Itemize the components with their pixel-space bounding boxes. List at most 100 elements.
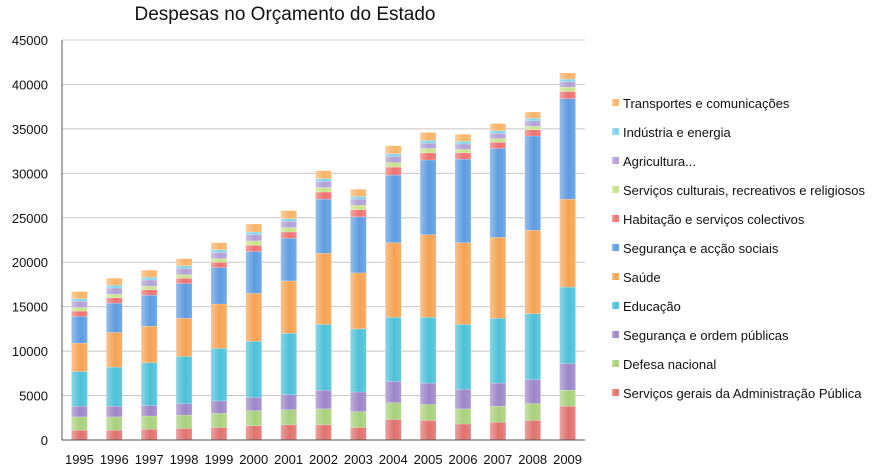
bar-segment: [489, 421, 507, 441]
bar-segment: [350, 427, 367, 441]
bar-segment: [559, 198, 576, 288]
bar-segment: [384, 242, 402, 318]
y-tick-label: 45000: [12, 33, 48, 48]
bar-segment: [454, 408, 472, 425]
y-tick-label: 40000: [12, 77, 48, 92]
bar-segment: [245, 245, 263, 252]
bar-segment: [245, 341, 263, 398]
bar-segment: [175, 414, 193, 429]
bar-segment: [245, 251, 263, 294]
x-tick-label: 2003: [344, 452, 373, 467]
bar-segment: [210, 258, 228, 263]
bar-segment: [245, 397, 263, 411]
bar-segment: [245, 240, 263, 246]
legend-swatch: [612, 157, 619, 164]
bar-segment: [454, 423, 472, 441]
bar-segment: [140, 325, 158, 363]
bar-segment: [315, 187, 332, 193]
legend-swatch: [612, 389, 619, 396]
bar-segment: [140, 415, 158, 430]
bar-segment: [489, 148, 507, 238]
bar-segment: [524, 117, 541, 122]
bar-segment: [71, 291, 88, 299]
y-tick-label: 10000: [12, 344, 48, 359]
bar-segment: [315, 389, 332, 410]
bar-segment: [489, 123, 507, 131]
bar-segment: [419, 382, 437, 405]
bar-segment: [524, 403, 541, 421]
bar-segment: [315, 191, 332, 200]
x-tick-label: 1999: [204, 452, 233, 467]
bar-segment: [210, 413, 228, 428]
x-tick-label: 2006: [449, 452, 478, 467]
bar-segment: [384, 381, 402, 403]
bar-segment: [280, 333, 297, 395]
bar-segment: [280, 424, 297, 441]
x-tick-label: 1997: [135, 452, 164, 467]
bar-segment: [315, 253, 332, 325]
bar-segment: [140, 277, 158, 281]
bar-segment: [315, 178, 332, 182]
x-tick-label: 1998: [170, 452, 199, 467]
legend-swatch: [612, 360, 619, 367]
bar-segment: [280, 394, 297, 411]
bar-stack-2006: [454, 133, 472, 441]
bar-segment: [71, 307, 88, 312]
bar-segment: [489, 138, 507, 143]
bar-segment: [210, 261, 228, 268]
bar-segment: [106, 297, 123, 304]
bar-stack-1995: [71, 291, 88, 441]
bar-segment: [315, 408, 332, 426]
bar-segment: [106, 429, 123, 441]
bar-segment: [489, 237, 507, 319]
bar-segment: [315, 424, 332, 441]
y-tick-label: 20000: [12, 255, 48, 270]
bar-segment: [489, 133, 507, 139]
legend-swatch: [612, 186, 619, 193]
bar-segment: [419, 420, 437, 441]
bar-stack-2005: [419, 132, 437, 441]
legend-label: Educação: [623, 299, 681, 314]
bar-segment: [384, 174, 402, 243]
bar-segment: [106, 302, 123, 333]
bar-segment: [245, 410, 263, 427]
legend: Transportes e comunicações Indústria e en…: [612, 96, 866, 401]
legend-label: Serviços gerais da Administração Pública: [623, 386, 862, 401]
bar-segment: [106, 416, 123, 431]
bar-segment: [210, 400, 228, 414]
x-axis: 1995 1996 1997 1998 1999 2000 2001 2002 2003 2004…: [62, 439, 585, 467]
bar-segment: [524, 125, 541, 131]
bar-segment: [175, 268, 193, 275]
bar-segment: [140, 429, 158, 441]
x-tick-label: 1996: [100, 452, 129, 467]
bar-segment: [524, 120, 541, 127]
bar-stack-1998: [175, 258, 193, 441]
bar-segment: [280, 227, 297, 233]
y-tick-label: 35000: [12, 122, 48, 137]
bar-segment: [140, 269, 158, 278]
x-tick-label: 2007: [483, 452, 512, 467]
legend-swatch: [612, 215, 619, 222]
bar-segment: [489, 130, 507, 134]
bar-segment: [245, 425, 263, 441]
legend-label: Indústria e energia: [623, 125, 731, 140]
bar-segment: [140, 289, 158, 296]
bar-segment: [454, 242, 472, 325]
bar-segment: [71, 310, 88, 317]
bar-segment: [419, 159, 437, 235]
bar-segment: [175, 317, 193, 357]
bar-segment: [350, 391, 367, 412]
bar-segment: [559, 363, 576, 391]
bar-segment: [419, 140, 437, 144]
chart-title: Despesas no Orçamento do Estado: [134, 4, 435, 25]
bar-segment: [419, 142, 437, 149]
bar-segment: [210, 252, 228, 259]
x-tick-label: 2004: [379, 452, 408, 467]
bar-segment: [175, 274, 193, 279]
bar-segment: [210, 348, 228, 402]
bar-segment: [175, 283, 193, 319]
bar-segment: [454, 324, 472, 390]
bar-segment: [245, 293, 263, 342]
bar-segment: [384, 317, 402, 382]
y-tick-label: 30000: [12, 166, 48, 181]
